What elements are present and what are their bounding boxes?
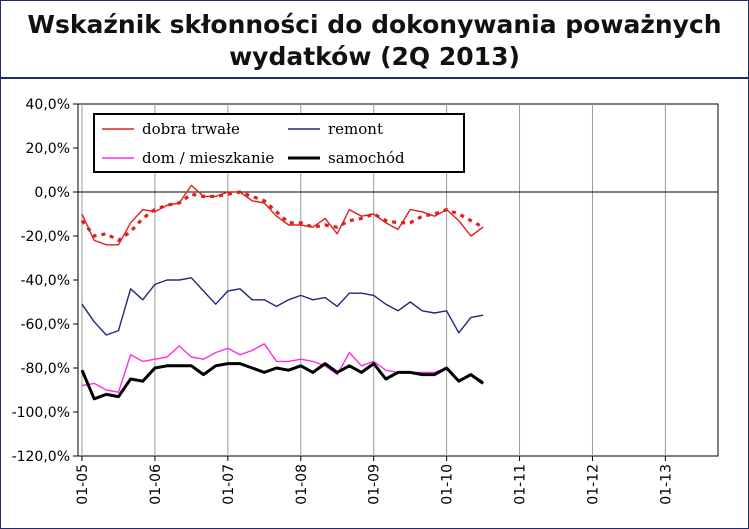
y-tick-label: -80,0% <box>20 361 70 377</box>
legend-label: remont <box>328 120 383 138</box>
y-tick-label: -40,0% <box>20 273 70 289</box>
series-line-samoch-d <box>80 362 484 401</box>
chart-title: Wskaźnik skłonności do dokonywania poważ… <box>27 10 722 71</box>
x-tick-label: 01-06 <box>148 464 164 505</box>
x-tick-label: 01-13 <box>658 464 674 505</box>
series-line-remont <box>81 277 484 336</box>
x-tick-label: 01-12 <box>585 464 601 505</box>
x-tick-label: 01-07 <box>221 464 237 505</box>
x-tick-label: 01-09 <box>367 464 383 505</box>
legend-box <box>93 113 465 173</box>
x-tick-label: 01-11 <box>513 464 529 505</box>
y-tick-label: -60,0% <box>20 317 70 333</box>
y-tick-label: -100,0% <box>12 405 70 421</box>
x-axis: 01-05 01-06 01-07 01-08 01-09 01-10 01-11 01-12… <box>75 456 674 505</box>
legend-label: samochód <box>328 149 405 167</box>
y-tick-label: 20,0% <box>26 141 70 157</box>
legend-label: dom / mieszkanie <box>142 149 274 167</box>
y-tick-label: -20,0% <box>20 229 70 245</box>
x-tick-label: 01-10 <box>440 464 456 505</box>
title-box: Wskaźnik skłonności do dokonywania poważ… <box>1 1 748 79</box>
y-axis: 40,0% 20,0% 0,0% -20,0% -40,0% -60,0% -80,0% -1… <box>12 97 718 465</box>
series-line-dobra-trwa-e <box>81 184 484 246</box>
legend-label: dobra trwałe <box>142 120 240 138</box>
series-layer <box>80 184 484 401</box>
x-tick-label: 01-08 <box>294 464 310 505</box>
y-tick-label: 0,0% <box>34 185 70 201</box>
legend: dobra trwałe remont dom / mieszkanie samoch… <box>93 113 465 173</box>
y-tick-label: -120,0% <box>12 449 70 465</box>
x-tick-label: 01-05 <box>75 464 91 505</box>
y-tick-label: 40,0% <box>26 97 70 113</box>
